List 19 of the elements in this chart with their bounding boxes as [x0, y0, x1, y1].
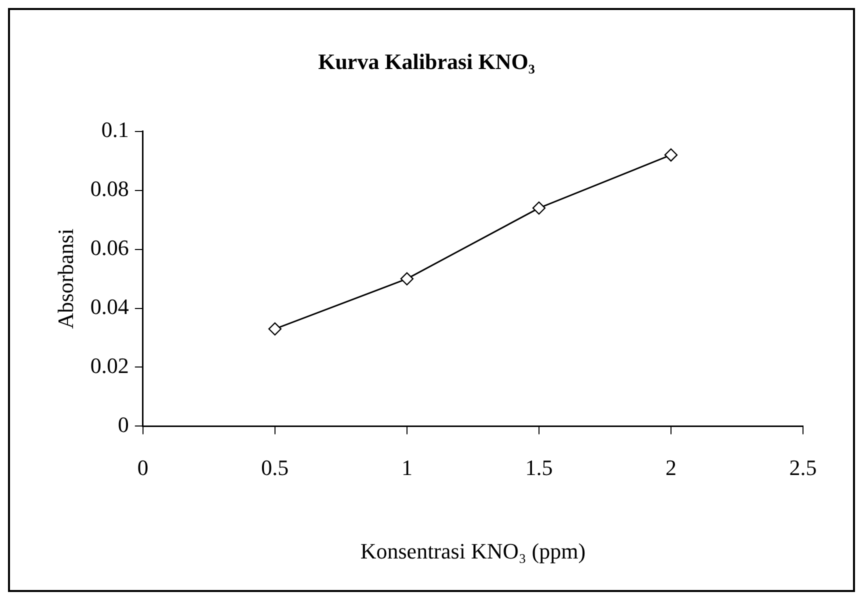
y-tick-label: 0.06	[90, 235, 129, 260]
x-tick-label: 2	[665, 455, 676, 480]
x-tick-label: 0	[137, 455, 148, 480]
x-tick-label: 1.5	[525, 455, 553, 480]
point	[400, 272, 414, 286]
x-tick-label: 0.5	[261, 455, 289, 480]
x-tick-label: 2.5	[789, 455, 817, 480]
chart-title: Kurva Kalibrasi KNO₃	[318, 48, 536, 74]
y-tick-label: 0.04	[90, 294, 129, 320]
y-tick-label: 0.02	[90, 353, 129, 378]
y-tick-label: 0	[118, 412, 129, 437]
x-tick-label: 1	[401, 455, 412, 480]
y-tick-label: 0.08	[90, 176, 129, 202]
point	[664, 148, 678, 162]
y-axis-title: Absorbansi	[52, 228, 78, 329]
x-axis-title: Konsentrasi KNO₃ (ppm)	[360, 538, 586, 564]
y-tick-label: 0.1	[101, 117, 129, 142]
point	[268, 322, 282, 336]
point	[532, 201, 546, 215]
